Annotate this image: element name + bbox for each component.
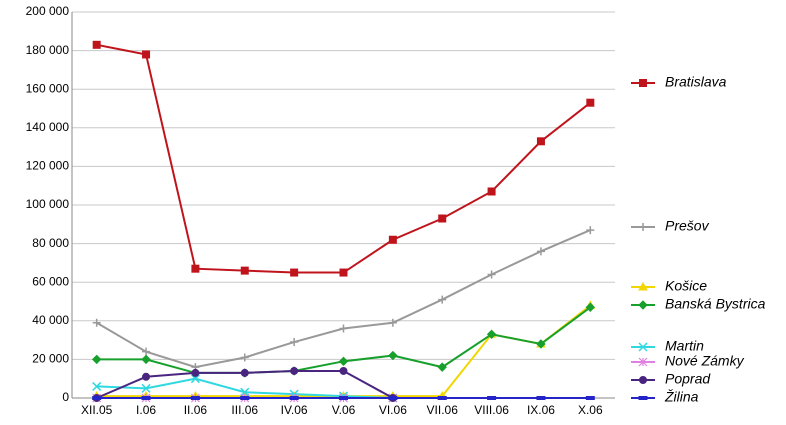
marker	[191, 368, 200, 377]
legend-marker	[639, 223, 647, 231]
y-tick-label: 40 000	[32, 313, 69, 327]
y-tick-label: 160 000	[26, 81, 70, 95]
marker	[438, 295, 447, 304]
x-tick-label: VI.06	[379, 403, 407, 417]
y-tick-label: 120 000	[26, 159, 70, 173]
legend-label: Košice	[665, 278, 707, 294]
marker	[240, 396, 250, 400]
marker	[190, 374, 200, 384]
marker	[92, 40, 101, 49]
x-tick-label: XII.05	[81, 403, 113, 417]
legend-label: Bratislava	[665, 74, 727, 90]
legend-marker	[638, 281, 648, 291]
legend-label: Prešov	[665, 218, 710, 234]
legend-marker	[638, 342, 648, 352]
marker	[585, 302, 596, 312]
marker	[338, 356, 349, 367]
legend-label: Žilina	[664, 389, 699, 405]
marker	[536, 339, 546, 349]
marker	[141, 396, 151, 400]
marker	[142, 50, 151, 59]
x-tick-label: III.06	[231, 403, 258, 417]
x-tick-label: X.06	[578, 403, 603, 417]
marker	[536, 247, 545, 256]
marker	[92, 318, 101, 327]
marker	[487, 270, 496, 279]
y-tick-label: 100 000	[26, 197, 70, 211]
series-line	[96, 43, 591, 274]
marker	[190, 396, 200, 400]
x-tick-label: II.06	[184, 403, 208, 417]
series-line	[96, 304, 591, 398]
legend-marker	[638, 396, 648, 400]
marker	[437, 362, 447, 372]
marker	[388, 318, 397, 327]
x-tick-label: I.06	[136, 403, 156, 417]
marker	[388, 350, 398, 361]
x-tick-label: V.06	[332, 403, 356, 417]
marker	[438, 214, 447, 223]
marker	[339, 324, 348, 333]
y-tick-label: 60 000	[32, 274, 69, 288]
y-tick-label: 180 000	[26, 43, 70, 57]
marker	[141, 383, 151, 393]
marker	[487, 396, 497, 400]
legend-label: Nové Zámky	[665, 353, 745, 369]
marker	[290, 268, 299, 277]
y-tick-label: 20 000	[32, 352, 69, 366]
marker	[586, 98, 595, 107]
y-tick-label: 0	[62, 390, 69, 404]
legend-label: Banská Bystrica	[665, 296, 766, 312]
marker	[586, 226, 595, 235]
x-tick-label: IV.06	[281, 403, 308, 417]
marker	[240, 266, 249, 275]
marker	[536, 396, 546, 400]
marker	[536, 137, 545, 146]
marker	[142, 372, 151, 381]
legend-marker	[638, 357, 648, 367]
marker	[240, 353, 249, 362]
marker	[191, 264, 200, 273]
marker	[290, 338, 299, 347]
x-tick-label: VIII.06	[474, 403, 509, 417]
marker	[585, 396, 595, 400]
marker	[339, 396, 348, 400]
marker	[91, 354, 102, 365]
marker	[92, 381, 102, 391]
marker	[388, 235, 397, 244]
legend-marker	[639, 79, 647, 87]
marker	[339, 268, 348, 277]
marker	[487, 187, 496, 196]
marker	[388, 396, 398, 400]
y-tick-label: 200 000	[26, 4, 70, 18]
marker	[289, 396, 299, 400]
marker	[486, 329, 497, 340]
marker	[142, 347, 151, 356]
marker	[290, 366, 299, 375]
marker	[240, 368, 249, 377]
legend-label: Poprad	[665, 371, 711, 387]
y-tick-label: 80 000	[32, 236, 69, 250]
series-line	[96, 229, 591, 369]
marker	[141, 354, 151, 365]
legend-label: Martin	[665, 338, 704, 354]
x-tick-label: VII.06	[427, 403, 459, 417]
marker	[92, 396, 102, 400]
legend-marker	[638, 300, 648, 310]
marker	[339, 366, 348, 375]
legend-marker	[639, 376, 647, 384]
y-tick-label: 140 000	[26, 120, 70, 134]
marker	[437, 396, 447, 400]
x-tick-label: IX.06	[527, 403, 555, 417]
